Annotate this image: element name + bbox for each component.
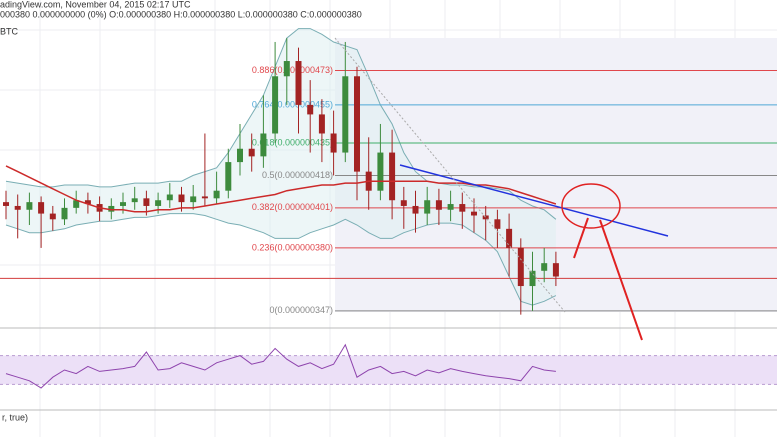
candle-body [342,76,349,153]
fib-label: 0.382(0.000000401) [252,202,333,212]
fib-label: 0(0.000000347) [269,305,333,315]
indicator-label: r, true) [2,412,28,422]
candle-body [517,247,524,287]
arrow-stroke [573,217,589,259]
candle-body [541,263,548,271]
candle-body [471,211,477,216]
candle-body [354,76,360,172]
candle-body [494,219,501,229]
candle-body [120,202,126,206]
candle-body [435,200,442,210]
candle-body [424,200,431,214]
arrow-stroke [599,219,643,341]
moving-average [5,165,557,213]
candle-body [318,114,325,134]
candle-body [178,194,185,203]
symbol: BTC [0,26,19,36]
candle-body [295,61,302,105]
candle-body [108,205,115,212]
fib-label: 0.236(0.000000380) [252,242,333,252]
candle-body [283,61,290,77]
annotations [334,37,669,341]
candle-body [61,207,68,220]
fib-label: 0.5(0.000000418) [262,170,333,180]
candle-body [412,205,419,214]
candle-body [506,228,513,248]
candle-body [213,190,220,199]
candle-body [447,204,454,210]
candle-body [73,200,80,208]
candle-body [482,215,489,220]
candle-body [14,205,21,210]
candle-body [260,133,267,157]
candle-body [389,152,396,201]
candle-body [201,196,208,199]
candle-body [307,104,314,115]
rsi-pane [0,343,777,389]
candle-body [552,263,559,277]
candle-body [400,200,407,206]
lower-band [5,213,557,306]
candle-body [166,194,173,201]
band-fill [6,28,556,306]
candle-body [377,152,384,191]
candle-body [84,200,91,205]
candle-body [190,196,197,203]
price-pane: 0.886(0.000000473) 0.764(0.000000455) 0.61… [0,28,777,315]
fib-label: 0.618(0.000000435) [252,137,333,147]
candle-body [3,202,9,206]
highlight-circle [561,183,621,229]
header-source: adingView.com, November 04, 2015 02:17 U… [0,0,191,9]
fib-label: 0.886(0.000000473) [252,65,333,75]
candle-body [459,204,466,212]
rsi-line [5,343,556,389]
header-ohlc: 000380 0.000000000 (0%) O:0.000000380 H:… [0,9,362,19]
candle-body [155,200,162,206]
candle-body [38,202,45,214]
candle-body [330,133,337,153]
candle-body [529,270,536,287]
upper-band [5,28,557,220]
candle-body [225,162,232,191]
fib-label: 0.764(0.000000455) [252,99,333,109]
candle-body [131,198,138,203]
candle-body [248,148,255,157]
candle-body [272,76,279,134]
rsi-band [0,355,777,385]
trendline [399,164,669,237]
candle-body [237,148,243,163]
candle-body [49,213,56,220]
candle-body [26,202,33,210]
candle-body [143,198,150,206]
